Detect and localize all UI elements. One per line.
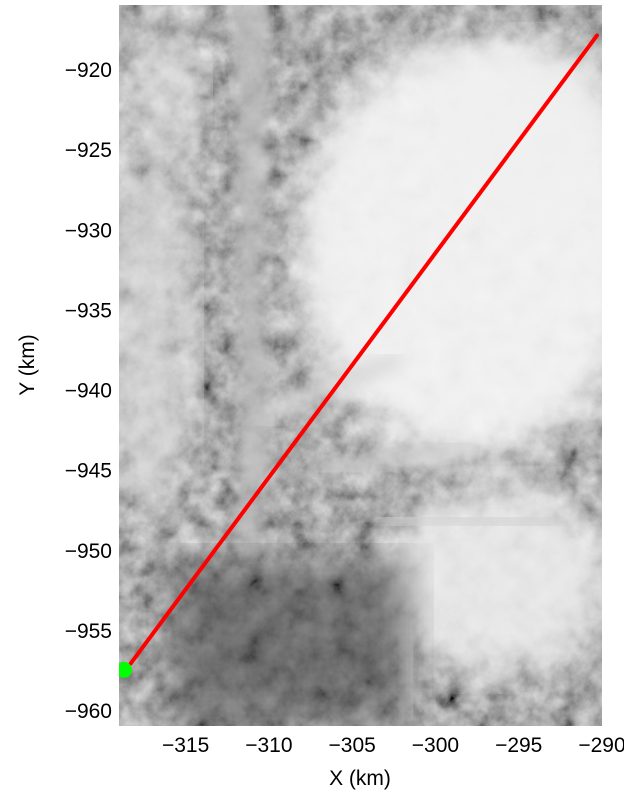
- y-tick-label: −935: [65, 299, 112, 322]
- x-tick-label: −295: [495, 734, 542, 757]
- x-axis-label: X (km): [329, 767, 391, 790]
- transect-line: [128, 33, 600, 666]
- y-axis-label: Y (km): [16, 334, 39, 395]
- y-tick-label: −955: [65, 620, 112, 643]
- x-tick-label: −290: [578, 734, 624, 757]
- x-tick-label: −310: [245, 734, 292, 757]
- x-tick-label: −315: [162, 734, 209, 757]
- y-tick-label: −945: [65, 460, 112, 483]
- y-tick-label: −950: [65, 540, 112, 563]
- y-tick-label: −925: [65, 139, 112, 162]
- y-tick-label: −920: [65, 59, 112, 82]
- start-point-marker: [119, 661, 132, 678]
- plot-area: [119, 33, 600, 678]
- y-axis-ticks: −920 −925 −930 −935 −940 −945 −950 −955 −960: [65, 59, 112, 723]
- y-tick-label: −930: [65, 219, 112, 242]
- series-layer: [119, 33, 600, 678]
- x-axis-ticks: −315 −310 −305 −300 −295 −290: [162, 734, 624, 757]
- satellite-background: [119, 5, 602, 726]
- x-tick-label: −305: [329, 734, 376, 757]
- y-tick-label: −960: [65, 700, 112, 723]
- x-tick-label: −300: [412, 734, 459, 757]
- y-tick-label: −940: [65, 380, 112, 403]
